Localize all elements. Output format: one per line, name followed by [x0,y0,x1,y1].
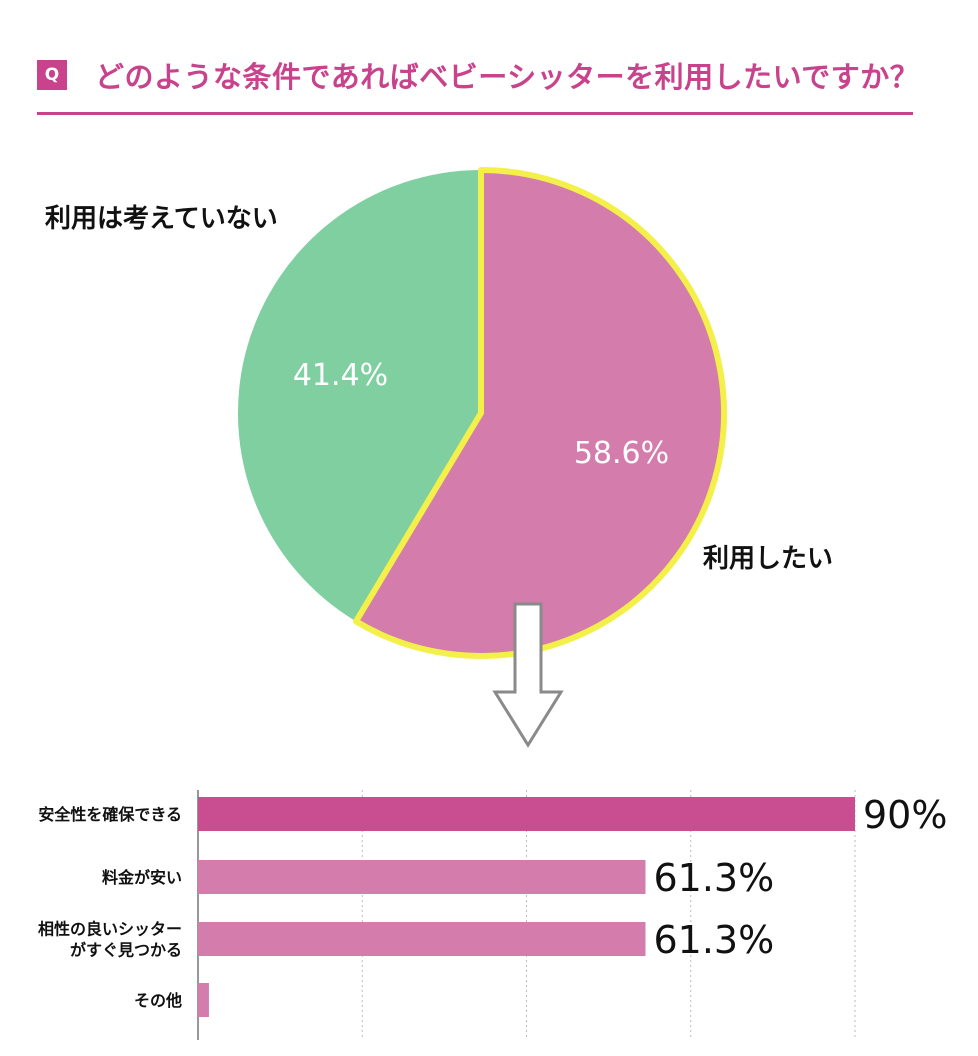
bar [198,797,855,831]
bar-value-label: 61.3% [653,856,774,900]
pie-label-no: 利用は考えていない [45,204,278,234]
bar [198,860,646,894]
bar [198,922,646,956]
pie-slice-use [352,167,727,659]
bar-category-label: がすぐ見つかる [70,941,182,960]
question-badge: Q [37,60,67,90]
bar-category-label: 相性の良いシッター [38,920,182,939]
bar-category-label: 料金が安い [102,868,182,887]
bar-category-label: その他 [134,991,182,1010]
bar-value-label: 90% [863,793,947,837]
bar-category-label: 安全性を確保できる [38,805,182,824]
pie-label-use: 利用したい [703,544,834,574]
bar-value-label: 61.3% [653,918,774,962]
header-divider [37,112,913,115]
down-arrow-icon [492,602,564,748]
bar [198,983,209,1017]
pie-chart: 58.6% 41.4% [238,167,727,748]
pie-value-use: 58.6% [574,436,669,471]
pie-value-no: 41.4% [293,358,388,393]
question-header: Q どのような条件であればベビーシッターを利用したいですか？ [37,52,920,116]
question-title: どのような条件であればベビーシッターを利用したいですか？ [95,60,920,94]
